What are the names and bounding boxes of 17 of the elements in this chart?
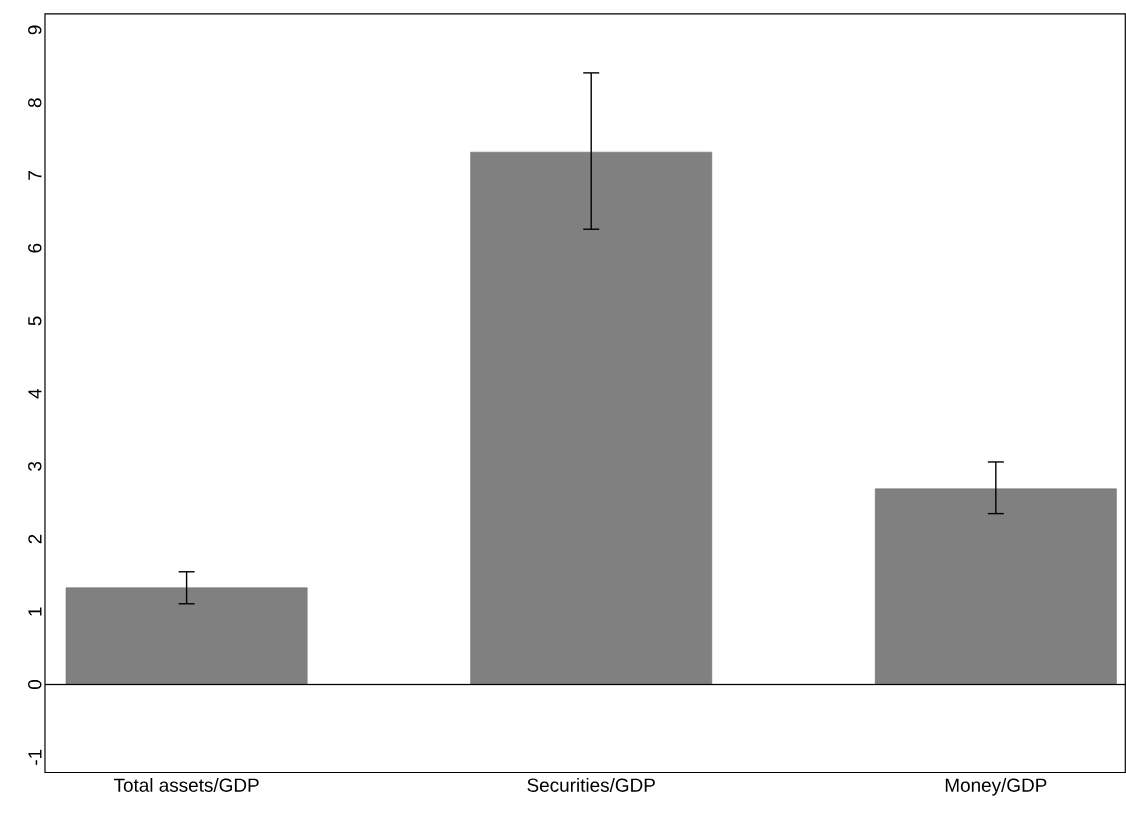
x-tick-label: Securities/GDP: [527, 777, 655, 792]
bar: [470, 151, 713, 685]
y-tick-label: 2: [28, 534, 42, 544]
y-tick-label: 4: [28, 388, 42, 399]
bar: [874, 488, 1117, 685]
y-tick-label: 5: [28, 316, 42, 326]
y-tick-label: 7: [28, 170, 42, 180]
y-tick-label: 8: [28, 98, 42, 107]
y-tick-label: 9: [28, 25, 42, 35]
y-tick-label: 3: [28, 461, 42, 471]
bar: [65, 587, 308, 685]
y-tick-label: -1: [28, 749, 42, 765]
y-tick-label: 1: [28, 607, 42, 616]
y-tick-label: 0: [28, 679, 42, 689]
x-tick-label: Total assets/GDP: [113, 777, 259, 792]
y-tick-label: 6: [28, 243, 42, 253]
x-tick-label: Money/GDP: [945, 777, 1047, 796]
